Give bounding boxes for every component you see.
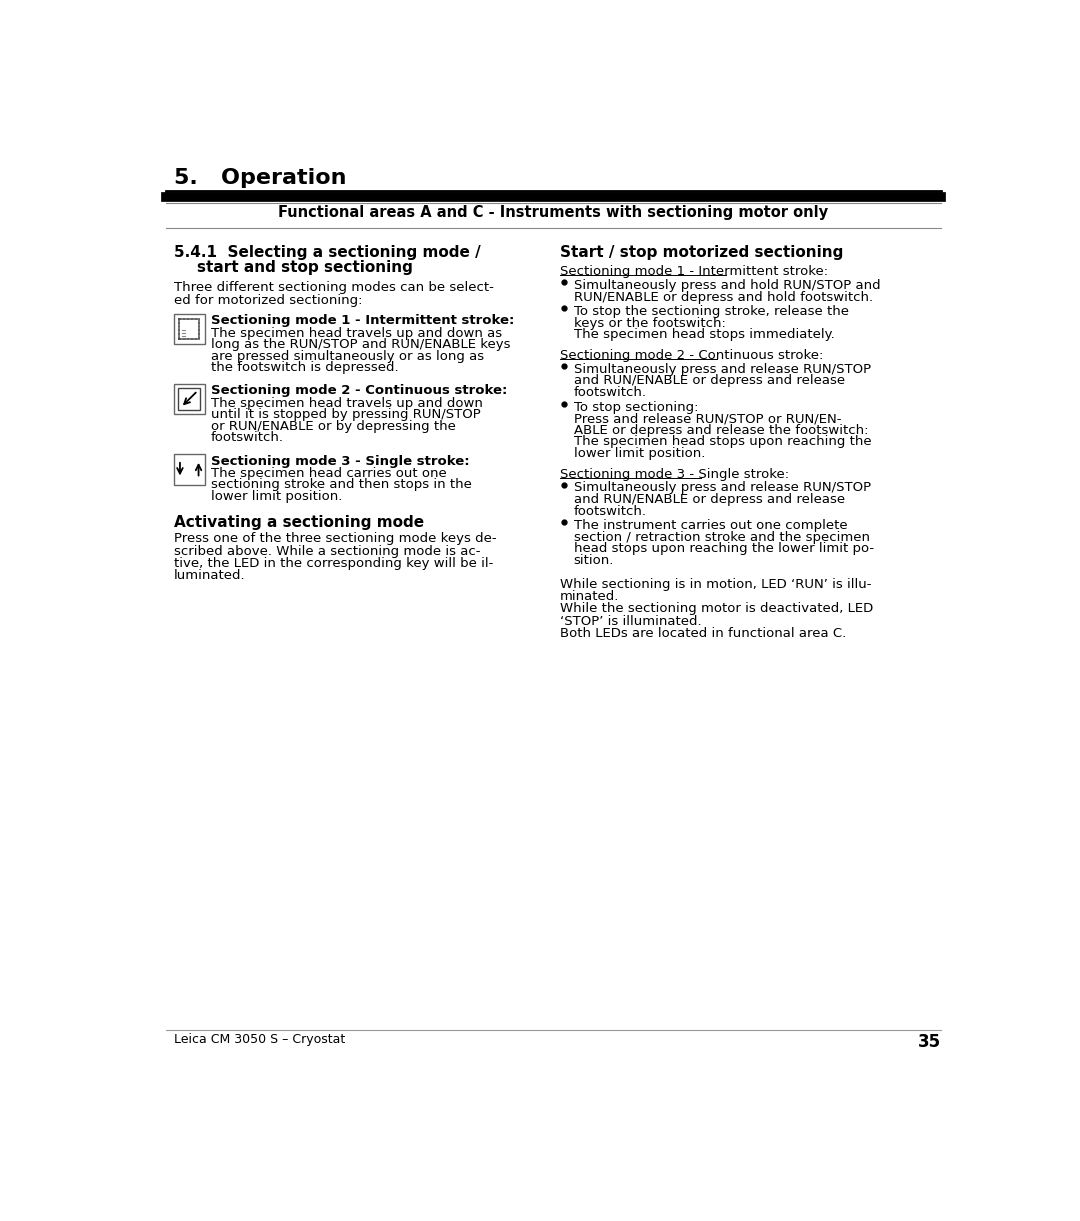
Text: sectioning stroke and then stops in the: sectioning stroke and then stops in the xyxy=(211,479,472,491)
Text: luminated.: luminated. xyxy=(174,569,245,582)
Text: 5.   Operation: 5. Operation xyxy=(174,168,347,188)
Text: ABLE or depress and release the footswitch:: ABLE or depress and release the footswit… xyxy=(573,424,868,437)
Text: Press and release RUN/STOP or RUN/EN-: Press and release RUN/STOP or RUN/EN- xyxy=(573,413,841,425)
Text: lower limit position.: lower limit position. xyxy=(211,490,342,503)
Text: head stops upon reaching the lower limit po-: head stops upon reaching the lower limit… xyxy=(573,542,874,556)
Text: Activating a sectioning mode: Activating a sectioning mode xyxy=(174,515,423,530)
Text: tive, the LED in the corresponding key will be il-: tive, the LED in the corresponding key w… xyxy=(174,557,494,570)
Text: keys or the footswitch:: keys or the footswitch: xyxy=(573,316,726,330)
Text: To stop sectioning:: To stop sectioning: xyxy=(573,400,698,414)
Text: The specimen head travels up and down: The specimen head travels up and down xyxy=(211,397,483,410)
Text: 5.4.1  Selecting a sectioning mode /: 5.4.1 Selecting a sectioning mode / xyxy=(174,245,481,260)
Text: Sectioning mode 2 - Continuous stroke:: Sectioning mode 2 - Continuous stroke: xyxy=(559,349,823,363)
Text: The instrument carries out one complete: The instrument carries out one complete xyxy=(573,519,848,532)
Text: Leica CM 3050 S – Cryostat: Leica CM 3050 S – Cryostat xyxy=(174,1033,345,1046)
Text: RUN/ENABLE or depress and hold footswitch.: RUN/ENABLE or depress and hold footswitc… xyxy=(573,291,873,304)
Text: Three different sectioning modes can be select-: Three different sectioning modes can be … xyxy=(174,281,494,294)
Text: Start / stop motorized sectioning: Start / stop motorized sectioning xyxy=(559,245,843,260)
Text: To stop the sectioning stroke, release the: To stop the sectioning stroke, release t… xyxy=(573,305,849,319)
Text: Sectioning mode 3 - Single stroke:: Sectioning mode 3 - Single stroke: xyxy=(559,468,788,481)
Bar xyxy=(174,454,205,485)
Text: sition.: sition. xyxy=(573,554,615,567)
Text: While sectioning is in motion, LED ‘RUN’ is illu-: While sectioning is in motion, LED ‘RUN’… xyxy=(559,578,872,591)
Text: scribed above. While a sectioning mode is ac-: scribed above. While a sectioning mode i… xyxy=(174,545,481,558)
Text: The specimen head carries out one: The specimen head carries out one xyxy=(211,466,447,480)
Text: Sectioning mode 3 - Single stroke:: Sectioning mode 3 - Single stroke: xyxy=(211,454,470,468)
Text: The specimen head stops upon reaching the: The specimen head stops upon reaching th… xyxy=(573,435,872,448)
Text: While the sectioning motor is deactivated, LED: While the sectioning motor is deactivate… xyxy=(559,602,873,615)
Text: footswitch.: footswitch. xyxy=(573,504,647,518)
Text: Sectioning mode 1 - Intermittent stroke:: Sectioning mode 1 - Intermittent stroke: xyxy=(559,265,828,278)
Bar xyxy=(174,383,205,414)
Text: ed for motorized sectioning:: ed for motorized sectioning: xyxy=(174,293,362,306)
Text: 35: 35 xyxy=(918,1033,941,1051)
Text: Simultaneously press and release RUN/STOP: Simultaneously press and release RUN/STO… xyxy=(573,363,870,376)
Text: Functional areas A and C - Instruments with sectioning motor only: Functional areas A and C - Instruments w… xyxy=(279,205,828,220)
Text: Sectioning mode 1 - Intermittent stroke:: Sectioning mode 1 - Intermittent stroke: xyxy=(211,314,514,327)
Text: The specimen head stops immediately.: The specimen head stops immediately. xyxy=(573,328,835,341)
Text: Simultaneously press and release RUN/STOP: Simultaneously press and release RUN/STO… xyxy=(573,481,870,495)
Text: Sectioning mode 2 - Continuous stroke:: Sectioning mode 2 - Continuous stroke: xyxy=(211,385,508,398)
Text: Press one of the three sectioning mode keys de-: Press one of the three sectioning mode k… xyxy=(174,532,497,546)
Text: start and stop sectioning: start and stop sectioning xyxy=(197,260,413,275)
Text: Simultaneously press and hold RUN/STOP and: Simultaneously press and hold RUN/STOP a… xyxy=(573,278,880,292)
Text: or RUN/ENABLE or by depressing the: or RUN/ENABLE or by depressing the xyxy=(211,420,456,433)
Text: minated.: minated. xyxy=(559,590,619,603)
Text: section / retraction stroke and the specimen: section / retraction stroke and the spec… xyxy=(573,531,869,543)
Bar xyxy=(174,314,205,344)
Text: long as the RUN/STOP and RUN/ENABLE keys: long as the RUN/STOP and RUN/ENABLE keys xyxy=(211,338,511,352)
Text: footswitch.: footswitch. xyxy=(211,431,284,444)
Text: The specimen head travels up and down as: The specimen head travels up and down as xyxy=(211,327,502,339)
Text: are pressed simultaneously or as long as: are pressed simultaneously or as long as xyxy=(211,349,484,363)
Text: lower limit position.: lower limit position. xyxy=(573,447,705,460)
Text: and RUN/ENABLE or depress and release: and RUN/ENABLE or depress and release xyxy=(573,375,845,387)
Bar xyxy=(178,388,200,410)
Text: until it is stopped by pressing RUN/STOP: until it is stopped by pressing RUN/STOP xyxy=(211,408,481,421)
Text: and RUN/ENABLE or depress and release: and RUN/ENABLE or depress and release xyxy=(573,493,845,505)
Text: footswitch.: footswitch. xyxy=(573,386,647,399)
Text: ‘STOP’ is illuminated.: ‘STOP’ is illuminated. xyxy=(559,614,701,628)
Text: Both LEDs are located in functional area C.: Both LEDs are located in functional area… xyxy=(559,628,846,640)
Text: the footswitch is depressed.: the footswitch is depressed. xyxy=(211,361,399,375)
